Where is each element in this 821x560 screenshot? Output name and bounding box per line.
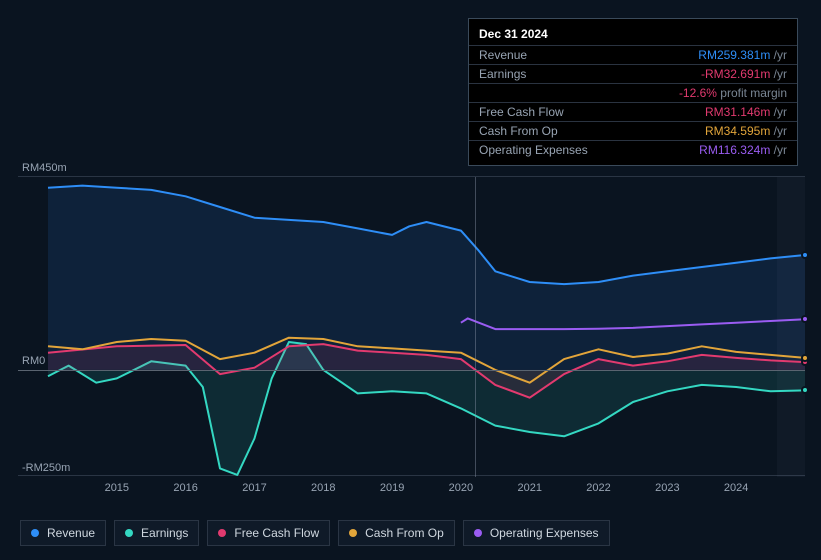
- tooltip-row: Free Cash Flow RM31.146m /yr: [469, 102, 797, 121]
- x-axis-label: 2023: [655, 482, 679, 494]
- tooltip-label: Cash From Op: [479, 124, 558, 138]
- tooltip-label: Free Cash Flow: [479, 105, 564, 119]
- financials-chart: RM450mRM0-RM250m 20152016201720182019202…: [18, 158, 805, 498]
- tooltip-unit: /yr: [774, 124, 787, 138]
- zero-gridline: [18, 370, 805, 371]
- legend-dot-icon: [125, 529, 133, 537]
- tooltip-row: Earnings -RM32.691m /yr: [469, 64, 797, 83]
- legend-label: Operating Expenses: [490, 526, 599, 540]
- chart-legend: Revenue Earnings Free Cash Flow Cash From O…: [20, 520, 610, 546]
- tooltip-value: RM259.381m: [698, 48, 773, 62]
- legend-dot-icon: [31, 529, 39, 537]
- legend-item[interactable]: Operating Expenses: [463, 520, 610, 546]
- tooltip-value: RM116.324m: [699, 143, 773, 157]
- legend-dot-icon: [218, 529, 226, 537]
- x-axis-label: 2019: [380, 482, 404, 494]
- tooltip-unit: /yr: [774, 143, 787, 157]
- legend-label: Free Cash Flow: [234, 526, 319, 540]
- y-axis-label: RM450m: [22, 162, 67, 174]
- tooltip-unit: /yr: [774, 48, 787, 62]
- x-axis-label: 2016: [173, 482, 197, 494]
- x-axis-label: 2017: [242, 482, 266, 494]
- tooltip-value: RM34.595m: [705, 124, 774, 138]
- legend-dot-icon: [349, 529, 357, 537]
- x-axis-labels: 2015 2016 2017 2018 2019 2020 2021 2022 2023 2024: [18, 482, 805, 498]
- legend-item[interactable]: Free Cash Flow: [207, 520, 330, 546]
- tooltip-value: RM31.146m: [705, 105, 774, 119]
- series-end-marker: [801, 354, 809, 362]
- x-axis-label: 2015: [105, 482, 129, 494]
- legend-label: Earnings: [141, 526, 188, 540]
- x-axis-label: 2018: [311, 482, 335, 494]
- data-tooltip: Dec 31 2024 RevenueRM259.381m /yrEarning…: [468, 18, 798, 166]
- x-axis-label: 2022: [586, 482, 610, 494]
- x-axis-label: 2020: [449, 482, 473, 494]
- tooltip-label: Operating Expenses: [479, 143, 588, 157]
- tooltip-unit: profit margin: [720, 86, 787, 100]
- series-end-marker: [801, 386, 809, 394]
- tooltip-unit: /yr: [774, 105, 787, 119]
- series-end-marker: [801, 315, 809, 323]
- tooltip-unit: /yr: [774, 67, 787, 81]
- tooltip-label: Revenue: [479, 48, 527, 62]
- tooltip-value: -12.6%: [679, 86, 720, 100]
- tooltip-value: -RM32.691m: [701, 67, 774, 81]
- series-end-marker: [801, 251, 809, 259]
- x-axis-label: 2021: [517, 482, 541, 494]
- legend-dot-icon: [474, 529, 482, 537]
- tooltip-label: Earnings: [479, 67, 526, 81]
- legend-item[interactable]: Revenue: [20, 520, 106, 546]
- legend-item[interactable]: Earnings: [114, 520, 199, 546]
- tooltip-row: Operating Expenses RM116.324m /yr: [469, 140, 797, 159]
- chart-svg: [48, 177, 805, 477]
- tooltip-row: -12.6% profit margin: [469, 83, 797, 102]
- tooltip-row: Revenue RM259.381m /yr: [469, 45, 797, 64]
- tooltip-date: Dec 31 2024: [469, 25, 797, 45]
- tooltip-row: Cash From Op RM34.595m /yr: [469, 121, 797, 140]
- x-axis-label: 2024: [724, 482, 748, 494]
- chart-plot-area[interactable]: [18, 176, 805, 476]
- hover-guideline: [475, 177, 476, 477]
- legend-item[interactable]: Cash From Op: [338, 520, 455, 546]
- legend-label: Cash From Op: [365, 526, 444, 540]
- legend-label: Revenue: [47, 526, 95, 540]
